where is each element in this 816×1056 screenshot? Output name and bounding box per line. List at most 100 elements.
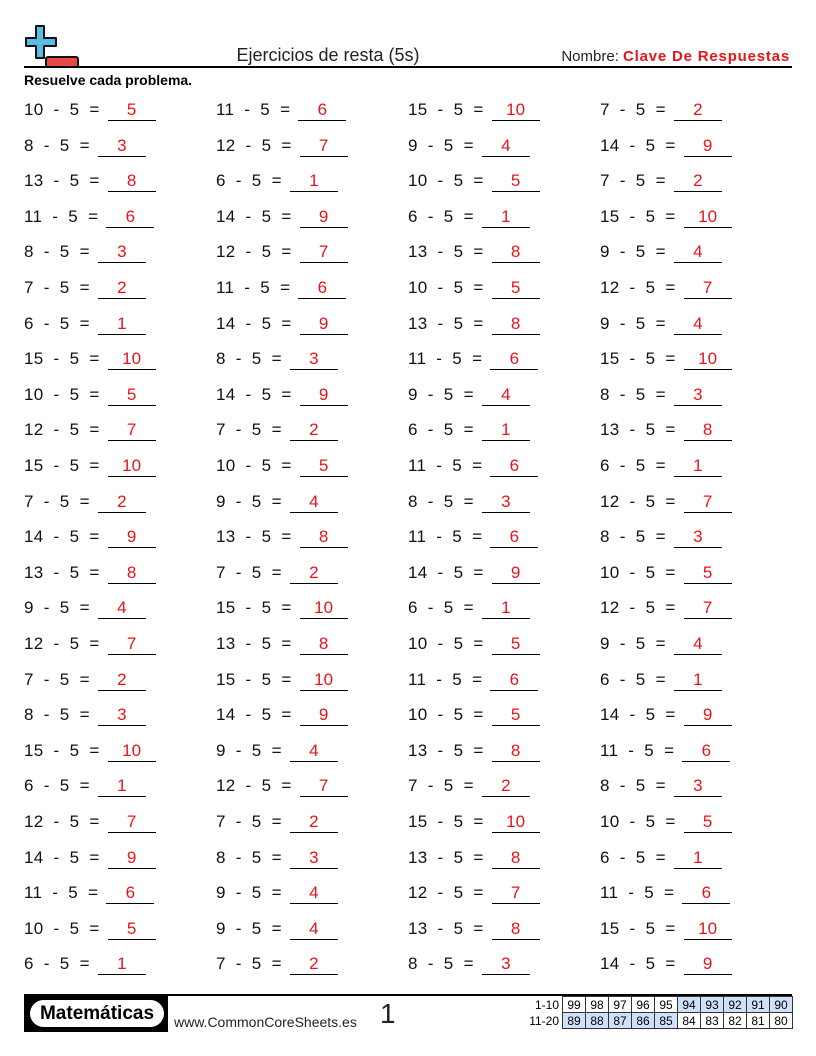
answer-field[interactable]: 5: [491, 278, 540, 299]
answer-field[interactable]: 2: [289, 563, 338, 584]
answer-field[interactable]: 4: [289, 492, 338, 513]
answer-field[interactable]: 3: [673, 385, 722, 406]
answer-field[interactable]: 7: [107, 812, 156, 833]
answer-field[interactable]: 8: [491, 741, 540, 762]
answer-field[interactable]: 5: [683, 812, 732, 833]
answer-field[interactable]: 1: [673, 456, 722, 477]
answer-field[interactable]: 9: [299, 207, 348, 228]
answer-field[interactable]: 8: [299, 527, 348, 549]
answer-field[interactable]: 4: [97, 598, 146, 620]
answer-field[interactable]: 7: [299, 242, 348, 264]
answer-field[interactable]: 1: [481, 598, 530, 620]
answer-field[interactable]: 10: [491, 812, 540, 833]
answer-field[interactable]: 5: [107, 919, 156, 940]
answer-field[interactable]: 9: [683, 705, 732, 727]
answer-field[interactable]: 10: [107, 456, 156, 477]
answer-field[interactable]: 6: [490, 670, 539, 691]
answer-field[interactable]: 7: [299, 776, 348, 798]
answer-field[interactable]: 9: [107, 848, 156, 869]
answer-field[interactable]: 4: [289, 883, 338, 905]
answer-field[interactable]: 8: [491, 314, 540, 335]
answer-field[interactable]: 7: [491, 883, 540, 905]
answer-field[interactable]: 8: [107, 563, 156, 584]
answer-field[interactable]: 9: [299, 705, 348, 727]
answer-field[interactable]: 2: [289, 420, 338, 442]
answer-field[interactable]: 8: [491, 848, 540, 869]
answer-field[interactable]: 3: [289, 848, 338, 869]
answer-field[interactable]: 1: [97, 776, 146, 798]
answer-field[interactable]: 10: [683, 919, 732, 940]
answer-field[interactable]: 9: [683, 954, 732, 976]
answer-field[interactable]: 2: [673, 171, 722, 193]
answer-field[interactable]: 3: [97, 136, 146, 157]
answer-field[interactable]: 9: [107, 527, 156, 549]
answer-field[interactable]: 2: [289, 812, 338, 833]
answer-field[interactable]: 10: [299, 598, 348, 620]
answer-field[interactable]: 6: [682, 741, 731, 762]
answer-field[interactable]: 2: [97, 278, 146, 299]
answer-field[interactable]: 6: [490, 527, 539, 549]
answer-field[interactable]: 8: [491, 919, 540, 940]
answer-field[interactable]: 3: [481, 492, 530, 513]
answer-field[interactable]: 3: [673, 776, 722, 798]
answer-field[interactable]: 8: [299, 634, 348, 655]
answer-field[interactable]: 5: [491, 705, 540, 727]
answer-field[interactable]: 8: [683, 420, 732, 442]
answer-field[interactable]: 5: [491, 171, 540, 193]
answer-field[interactable]: 6: [106, 207, 155, 228]
answer-field[interactable]: 4: [289, 919, 338, 940]
answer-field[interactable]: 1: [673, 848, 722, 869]
answer-field[interactable]: 5: [299, 456, 348, 477]
answer-field[interactable]: 1: [481, 207, 530, 228]
answer-field[interactable]: 3: [97, 242, 146, 264]
answer-field[interactable]: 4: [673, 634, 722, 655]
answer-field[interactable]: 6: [682, 883, 731, 905]
answer-field[interactable]: 6: [298, 278, 347, 299]
answer-field[interactable]: 5: [107, 385, 156, 406]
answer-field[interactable]: 3: [481, 954, 530, 976]
answer-field[interactable]: 8: [491, 242, 540, 264]
answer-field[interactable]: 4: [673, 314, 722, 335]
answer-field[interactable]: 5: [107, 100, 156, 121]
answer-field[interactable]: 4: [289, 741, 338, 762]
answer-field[interactable]: 7: [683, 598, 732, 620]
answer-field[interactable]: 10: [299, 670, 348, 691]
answer-field[interactable]: 3: [289, 349, 338, 371]
answer-field[interactable]: 4: [481, 385, 530, 406]
answer-field[interactable]: 6: [106, 883, 155, 905]
answer-field[interactable]: 5: [491, 634, 540, 655]
answer-field[interactable]: 10: [107, 741, 156, 762]
answer-field[interactable]: 2: [673, 100, 722, 121]
answer-field[interactable]: 8: [107, 171, 156, 193]
answer-field[interactable]: 9: [299, 314, 348, 335]
answer-field[interactable]: 9: [683, 136, 732, 157]
answer-field[interactable]: 1: [97, 314, 146, 335]
answer-field[interactable]: 2: [97, 670, 146, 691]
answer-field[interactable]: 6: [490, 456, 539, 477]
answer-field[interactable]: 1: [673, 670, 722, 691]
answer-field[interactable]: 10: [683, 349, 732, 371]
answer-field[interactable]: 1: [97, 954, 146, 976]
answer-field[interactable]: 5: [683, 563, 732, 584]
answer-field[interactable]: 4: [673, 242, 722, 264]
answer-field[interactable]: 9: [491, 563, 540, 584]
answer-field[interactable]: 7: [107, 420, 156, 442]
answer-field[interactable]: 3: [673, 527, 722, 549]
answer-field[interactable]: 7: [683, 278, 732, 299]
answer-field[interactable]: 3: [97, 705, 146, 727]
answer-field[interactable]: 6: [298, 100, 347, 121]
answer-field[interactable]: 10: [683, 207, 732, 228]
answer-field[interactable]: 7: [683, 492, 732, 513]
answer-field[interactable]: 2: [97, 492, 146, 513]
answer-field[interactable]: 10: [491, 100, 540, 121]
answer-field[interactable]: 2: [481, 776, 530, 798]
answer-field[interactable]: 6: [490, 349, 539, 371]
answer-field[interactable]: 7: [299, 136, 348, 157]
answer-field[interactable]: 1: [289, 171, 338, 193]
answer-field[interactable]: 2: [289, 954, 338, 976]
answer-field[interactable]: 9: [299, 385, 348, 406]
answer-field[interactable]: 10: [107, 349, 156, 371]
answer-field[interactable]: 7: [107, 634, 156, 655]
answer-field[interactable]: 1: [481, 420, 530, 442]
answer-field[interactable]: 4: [481, 136, 530, 157]
